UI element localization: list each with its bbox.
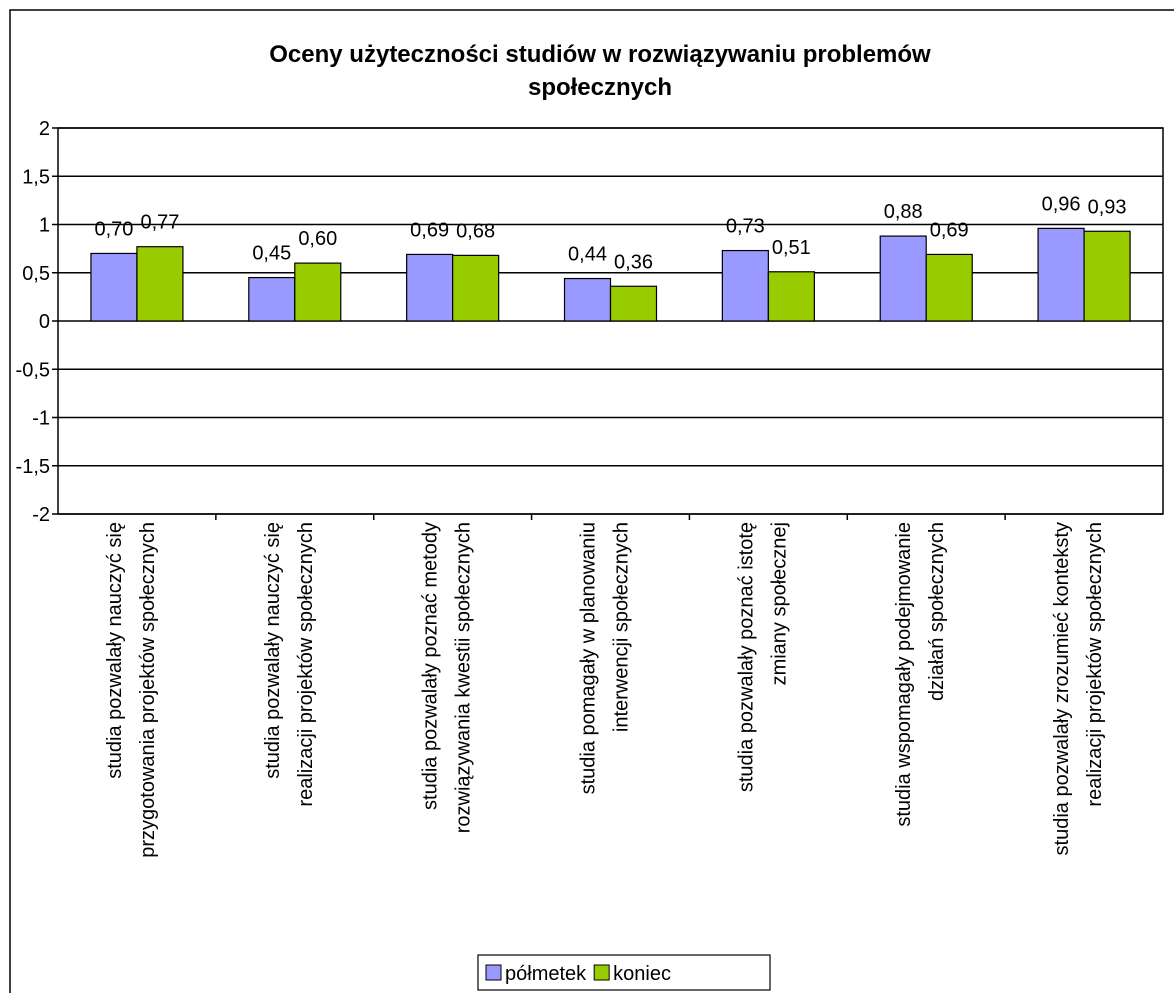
legend-label: koniec (613, 963, 671, 985)
value-label: 0,36 (614, 251, 653, 273)
value-label: 0,96 (1042, 193, 1081, 215)
x-tick-label: studia pozwalały nauczyć się przygotowani… (104, 522, 159, 858)
x-tick-group: studia wspomagały podejmowanie działań sp… (893, 522, 948, 827)
x-tick-label: studia pozwalały poznać istotę zmiany spo… (735, 522, 790, 792)
x-tick-group: studia pozwalały poznać istotę zmiany spo… (735, 522, 790, 792)
bar (136, 246, 184, 322)
legend-swatch (485, 964, 502, 981)
x-tick-label: studia pozwalały nauczyć się realizacji p… (262, 522, 317, 807)
y-tick-label: -0,5 (16, 359, 50, 381)
bar (294, 262, 342, 322)
y-tick-label: 0,5 (22, 263, 50, 285)
value-label: 0,88 (884, 201, 923, 223)
bar (1037, 227, 1085, 322)
y-tick-label: -2 (32, 504, 50, 526)
value-label: 0,69 (410, 219, 449, 241)
bar (767, 271, 815, 322)
bar (406, 253, 454, 322)
y-tick-label: -1 (32, 408, 50, 430)
y-tick-label: 0 (39, 311, 50, 333)
value-label: 0,69 (930, 219, 969, 241)
x-tick-label: studia pozwalały zrozumieć konteksty real… (1051, 522, 1106, 855)
bar (721, 249, 769, 322)
value-label: 0,93 (1088, 196, 1127, 218)
legend-swatch (593, 964, 610, 981)
bar (925, 253, 973, 322)
x-tick-label: studia wspomagały podejmowanie działań sp… (893, 522, 948, 827)
x-tick-group: studia pozwalały poznać metody rozwiązywa… (420, 522, 475, 833)
x-tick-group: studia pomagały w planowaniu interwencji … (578, 522, 633, 794)
bar (452, 254, 500, 322)
x-tick-label: studia pozwalały poznać metody rozwiązywa… (420, 522, 475, 833)
bar (609, 285, 658, 322)
value-label: 0,45 (252, 243, 291, 265)
y-tick-label: 1,5 (22, 166, 50, 188)
y-tick-label: -1,5 (16, 456, 50, 478)
value-label: 0,70 (94, 218, 133, 240)
value-label: 0,68 (456, 220, 495, 242)
value-label: 0,44 (568, 244, 607, 266)
x-tick-group: studia pozwalały nauczyć się realizacji p… (262, 522, 317, 807)
value-label: 0,73 (726, 216, 765, 238)
x-tick-group: studia pozwalały nauczyć się przygotowani… (104, 522, 159, 858)
x-tick-label: studia pomagały w planowaniu interwencji … (578, 522, 633, 794)
value-label: 0,77 (140, 212, 179, 234)
legend-label: półmetek (505, 963, 587, 985)
bar (879, 235, 927, 322)
value-label: 0,51 (772, 237, 811, 259)
value-label: 0,60 (298, 228, 337, 250)
legend (477, 954, 771, 991)
x-tick-group: studia pozwalały zrozumieć konteksty real… (1051, 522, 1106, 855)
bar (563, 277, 612, 322)
bar (90, 252, 138, 322)
y-tick-label: 1 (39, 215, 50, 237)
chart-title: Oceny użyteczności studiów w rozwiązywan… (269, 41, 931, 101)
bar (248, 276, 296, 322)
y-tick-label: 2 (39, 118, 50, 140)
bar (1083, 230, 1131, 322)
